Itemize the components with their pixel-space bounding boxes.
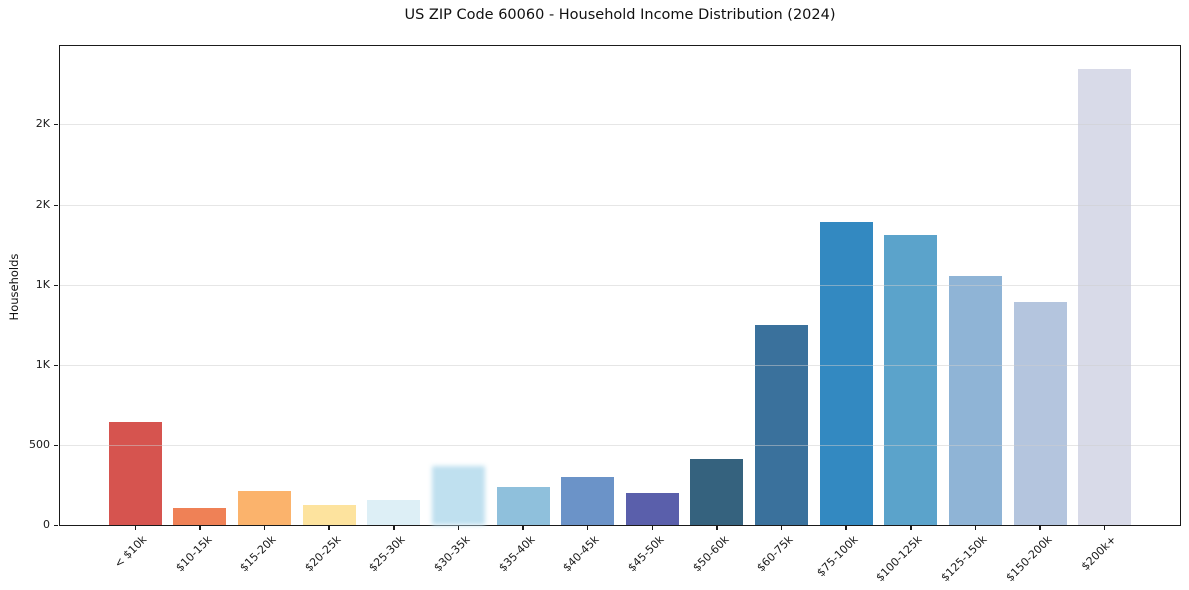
bar-$50-60k: [690, 459, 744, 525]
x-tick-mark: [522, 526, 524, 530]
x-tick-mark: [393, 526, 395, 530]
bar-$45-50k: [625, 492, 679, 525]
x-tick-mark: [263, 526, 266, 530]
bar-$75-100k: [819, 222, 873, 525]
bar-$60-75k: [755, 324, 809, 525]
x-tick-mark: [974, 526, 977, 530]
y-tick-label: 1K: [35, 277, 50, 291]
y-tick-label: 2K: [35, 197, 50, 211]
x-tick-label: $125-150k: [938, 533, 990, 585]
x-tick-mark: [199, 526, 201, 530]
x-tick-mark: [1103, 526, 1106, 530]
bar-$30-35k: [431, 465, 485, 525]
x-tick-mark: [134, 526, 137, 530]
bar-$20-25k: [302, 504, 356, 525]
x-tick-label: < $10k: [111, 533, 150, 571]
x-tick-label: $60-75k: [754, 533, 796, 575]
y-tick-label: 500: [29, 437, 50, 451]
x-tick-mark: [651, 526, 654, 530]
bar-$40-45k: [561, 476, 615, 525]
y-tick-mark: [54, 444, 58, 446]
x-tick-label: $100-125k: [873, 533, 926, 585]
x-tick-mark: [328, 526, 330, 530]
x-tick-label: $25-30k: [366, 533, 409, 575]
x-tick-mark: [457, 526, 460, 530]
chart-title: US ZIP Code 60060 - Household Income Dis…: [404, 7, 836, 23]
bar-< $10k: [108, 421, 162, 525]
x-tick-label: $35-40k: [495, 533, 538, 575]
bar-$25-30k: [367, 500, 421, 525]
x-tick-mark: [910, 526, 912, 530]
bar-$100-125k: [884, 235, 938, 525]
grid-line: [60, 124, 1180, 126]
x-tick-mark: [716, 526, 718, 530]
grid-line: [60, 284, 1180, 286]
grid-line: [60, 444, 1180, 446]
bar-$125-150k: [948, 275, 1002, 525]
x-tick-mark: [780, 526, 783, 530]
x-tick-label: $15-20k: [237, 533, 279, 575]
y-tick-label: 1K: [35, 357, 50, 371]
x-tick-label: $200k+: [1078, 533, 1119, 574]
bar-$200k+: [1078, 69, 1132, 525]
y-tick-mark: [54, 525, 58, 526]
x-tick-label: $40-45k: [560, 533, 602, 575]
y-tick-mark: [54, 364, 58, 366]
bar-$15-20k: [238, 491, 292, 525]
x-tick-label: $75-100k: [814, 533, 861, 580]
bar-$10-15k: [173, 508, 227, 525]
x-tick-mark: [1039, 526, 1041, 530]
x-tick-label: $50-60k: [689, 533, 732, 575]
plot-area: [59, 45, 1181, 526]
x-tick-label: $10-15k: [172, 533, 215, 575]
grid-line: [60, 364, 1180, 366]
plot-inner: [60, 46, 1180, 525]
grid-line: [60, 204, 1180, 206]
y-tick-label: 2K: [35, 117, 50, 131]
x-tick-mark: [586, 526, 589, 530]
bar-$35-40k: [496, 487, 550, 525]
x-tick-mark: [845, 526, 847, 530]
x-tick-label: $150-200k: [1003, 533, 1055, 585]
y-tick-mark: [54, 124, 58, 126]
x-tick-label: $30-35k: [431, 533, 473, 575]
x-tick-label: $20-25k: [302, 533, 344, 575]
y-tick-mark: [54, 284, 58, 286]
y-tick-mark: [54, 204, 58, 206]
y-tick-label: 0: [43, 518, 50, 531]
bar-$150-200k: [1013, 301, 1067, 525]
x-tick-label: $45-50k: [625, 533, 667, 575]
